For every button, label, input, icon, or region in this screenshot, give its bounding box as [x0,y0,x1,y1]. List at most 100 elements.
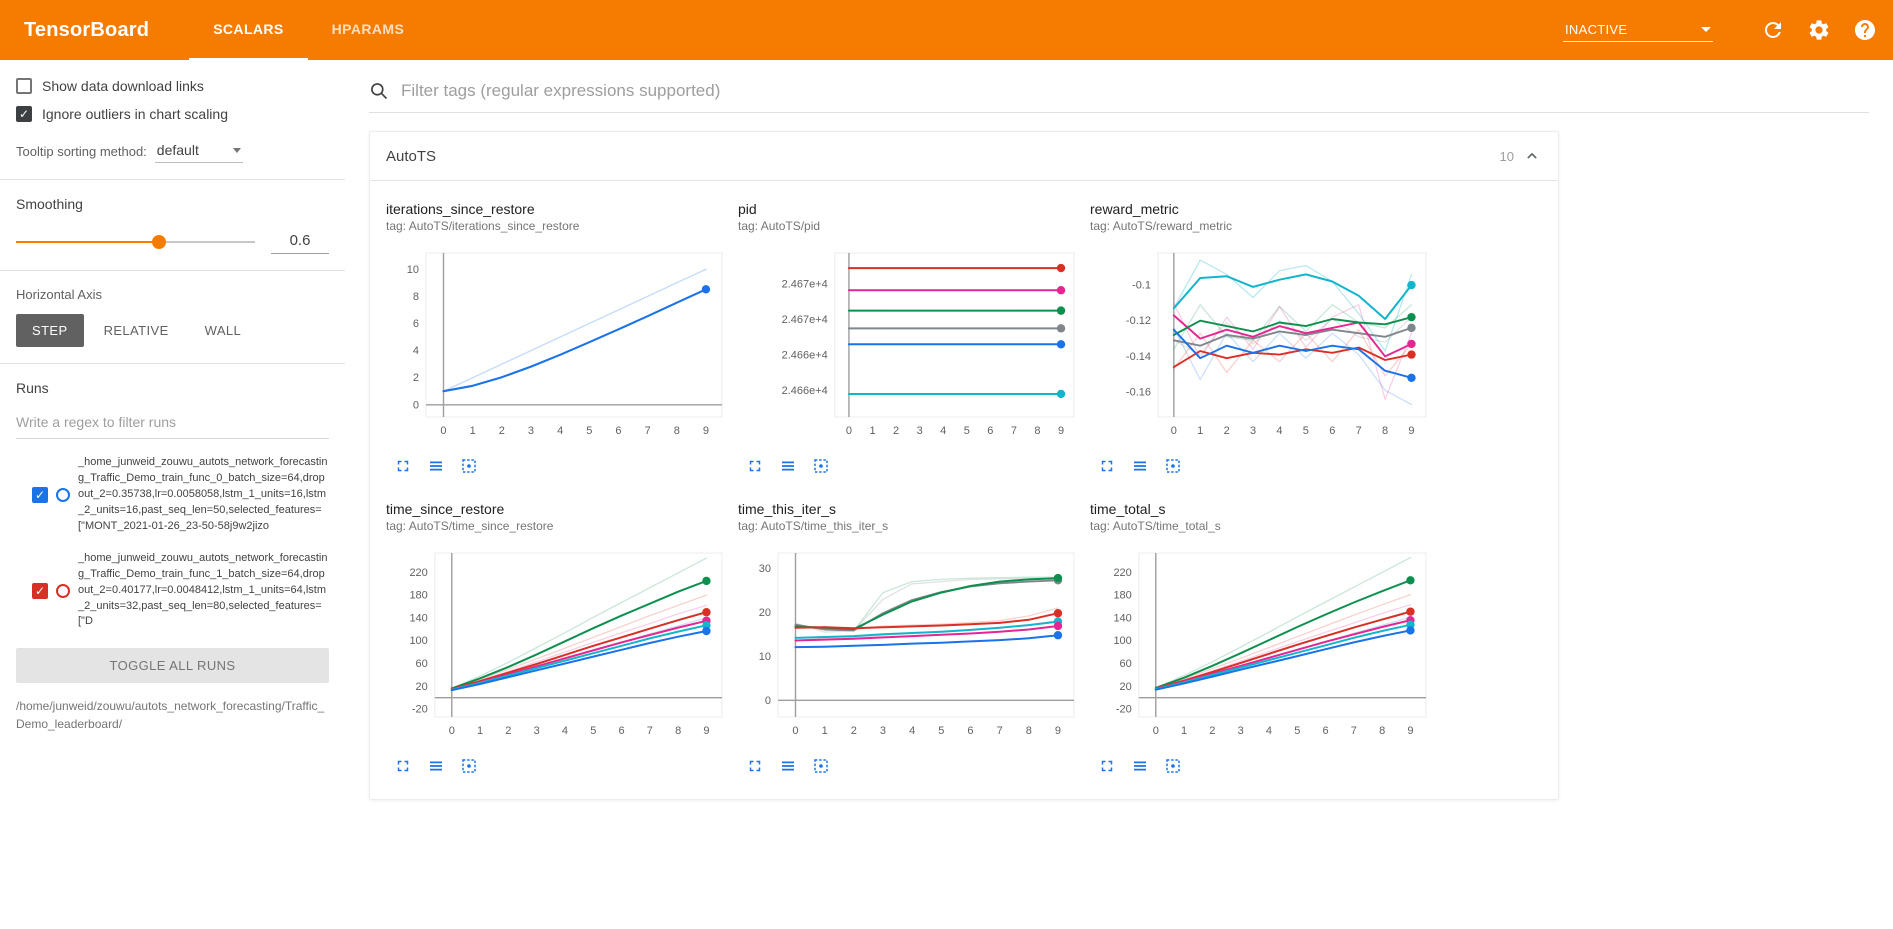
axis-relative-button[interactable]: RELATIVE [88,314,185,347]
chart-tag: tag: AutoTS/time_this_iter_s [738,519,889,533]
chart-actions [738,757,1083,775]
svg-text:180: 180 [1113,590,1131,602]
svg-text:8: 8 [1382,425,1388,437]
chart-tag: tag: AutoTS/reward_metric [1090,219,1233,233]
fullscreen-icon[interactable] [1098,457,1116,475]
run-item[interactable]: ✓ _home_junweid_zouwu_autots_network_for… [16,455,329,535]
lines-menu-icon[interactable] [779,457,797,475]
svg-text:6: 6 [987,425,993,437]
svg-text:0: 0 [1171,425,1177,437]
svg-text:-0.1: -0.1 [1132,280,1151,292]
chart-plot[interactable]: 0 1 2 3 4 5 6 7 8 9 -20 20 60 100 140 180 220 [1090,543,1435,751]
tab-scalars[interactable]: SCALARS [189,0,308,60]
charts-grid: iterations_since_restore tag: AutoTS/ite… [370,181,1558,799]
ignore-outliers-checkbox-row[interactable]: ✓ Ignore outliers in chart scaling [16,106,329,122]
section-title: AutoTS [386,147,437,165]
fit-domain-icon[interactable] [1164,457,1182,475]
chevron-up-icon[interactable] [1522,146,1542,166]
run-checkbox-icon[interactable]: ✓ [32,582,48,599]
svg-text:7: 7 [647,725,653,737]
svg-text:4: 4 [413,345,419,357]
svg-text:4: 4 [940,425,946,437]
svg-text:0: 0 [449,725,455,737]
lines-menu-icon[interactable] [427,457,445,475]
svg-text:20: 20 [759,607,771,619]
tab-hparams[interactable]: HPARAMS [331,21,405,37]
fit-domain-icon[interactable] [460,757,478,775]
svg-text:2: 2 [505,725,511,737]
svg-text:3: 3 [528,425,534,437]
lines-menu-icon[interactable] [427,757,445,775]
fullscreen-icon[interactable] [394,457,412,475]
run-radio-icon[interactable] [56,583,70,598]
run-radio-icon[interactable] [56,487,70,502]
svg-text:140: 140 [409,612,427,624]
run-checkbox-icon[interactable]: ✓ [32,486,48,503]
checkbox-icon[interactable]: ✓ [16,78,32,94]
inactive-dropdown[interactable]: INACTIVE [1563,18,1713,42]
svg-text:-0.16: -0.16 [1126,387,1151,399]
chevron-down-icon [1701,27,1711,32]
chart-title: time_this_iter_s [738,501,837,517]
settings-sidebar: ✓ Show data download links ✓ Ignore outl… [0,60,345,929]
fit-domain-icon[interactable] [812,757,830,775]
divider [0,270,345,271]
chart-plot[interactable]: 0 1 2 3 4 5 6 7 8 9 0 10 20 30 [738,543,1083,751]
svg-text:6: 6 [618,725,624,737]
lines-menu-icon[interactable] [779,757,797,775]
svg-text:60: 60 [1120,658,1132,670]
svg-text:0: 0 [846,425,852,437]
chart-plot[interactable]: 0 1 2 3 4 5 6 7 8 9 -20 20 60 100 140 180 220 [386,543,731,751]
lines-menu-icon[interactable] [1131,757,1149,775]
fullscreen-icon[interactable] [746,457,764,475]
checkbox-icon[interactable]: ✓ [16,106,32,122]
run-item[interactable]: ✓ _home_junweid_zouwu_autots_network_for… [16,551,329,631]
svg-text:2.467e+4: 2.467e+4 [782,314,828,326]
svg-text:-0.12: -0.12 [1126,315,1151,327]
svg-text:30: 30 [759,563,771,575]
chart-actions [1090,757,1435,775]
chart-actions [386,457,731,475]
fit-domain-icon[interactable] [1164,757,1182,775]
fullscreen-icon[interactable] [1098,757,1116,775]
autots-section-header[interactable]: AutoTS 10 [370,132,1558,181]
slider-thumb[interactable] [152,235,167,249]
horizontal-axis-buttons: STEP RELATIVE WALL [16,314,329,347]
fit-domain-icon[interactable] [812,457,830,475]
help-icon[interactable] [1853,18,1877,42]
chart-plot[interactable]: 0 1 2 3 4 5 6 7 8 9 -0.1 -0.12 -0.14 -0.16 [1090,243,1435,451]
chart-plot[interactable]: 0 1 2 3 4 5 6 7 8 9 0 2 4 6 8 10 [386,243,731,451]
fullscreen-icon[interactable] [746,757,764,775]
smoothing-value[interactable]: 0.6 [271,230,329,254]
axis-step-button[interactable]: STEP [16,314,84,347]
tooltip-sorting-value: default [156,142,199,158]
toggle-all-runs-button[interactable]: TOGGLE ALL RUNS [16,648,329,684]
svg-text:1: 1 [470,425,476,437]
svg-text:140: 140 [1113,612,1131,624]
lines-menu-icon[interactable] [1131,457,1149,475]
fit-domain-icon[interactable] [460,457,478,475]
scalar-chart-card: time_since_restore tag: AutoTS/time_sinc… [386,501,731,775]
smoothing-slider[interactable] [16,235,255,249]
axis-wall-button[interactable]: WALL [189,314,258,347]
svg-text:6: 6 [413,318,419,330]
settings-icon[interactable] [1807,18,1831,42]
svg-text:220: 220 [1113,567,1131,579]
svg-text:1: 1 [1181,725,1187,737]
svg-text:5: 5 [590,725,596,737]
fullscreen-icon[interactable] [394,757,412,775]
refresh-icon[interactable] [1761,18,1785,42]
filter-tags-input[interactable] [399,80,1869,102]
chart-title: reward_metric [1090,201,1179,217]
svg-text:4: 4 [909,725,915,737]
show-download-links-checkbox-row[interactable]: ✓ Show data download links [16,78,329,94]
svg-text:9: 9 [1055,725,1061,737]
chart-tag: tag: AutoTS/time_since_restore [386,519,554,533]
svg-text:0: 0 [792,725,798,737]
app-title: TensorBoard [24,18,150,41]
runs-filter-input[interactable] [16,410,329,439]
svg-text:8: 8 [1034,425,1040,437]
chart-plot[interactable]: 0 1 2 3 4 5 6 7 8 9 2.467e+4 2.467e+4 2.466e+4 2.466e… [738,243,1083,451]
tooltip-sorting-dropdown[interactable]: default [154,140,243,163]
svg-text:7: 7 [997,725,1003,737]
